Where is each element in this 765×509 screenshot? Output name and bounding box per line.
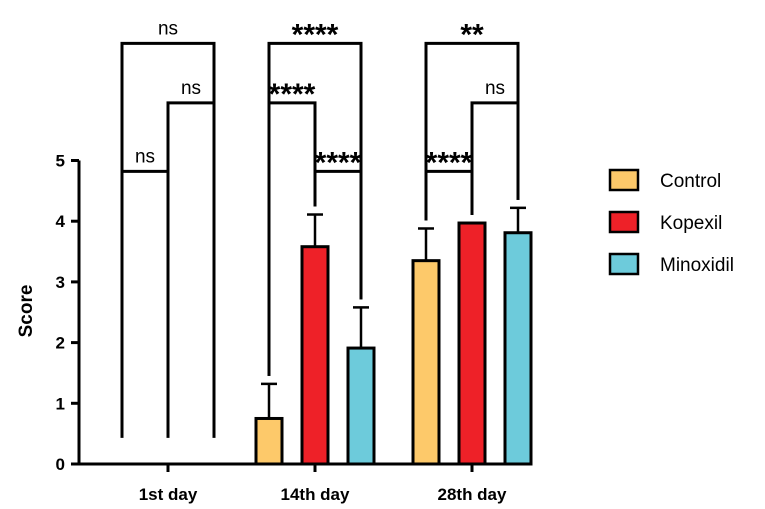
bar	[300, 245, 330, 466]
legend-label: Minoxidil	[660, 255, 734, 276]
y-tick-label: 1	[56, 394, 65, 413]
legend-swatch	[608, 210, 640, 234]
bar	[411, 259, 441, 466]
significance-bracket	[267, 41, 363, 376]
legend-swatch	[608, 252, 640, 276]
y-tick-label: 0	[56, 455, 65, 474]
x-tick-label: 28th day	[438, 485, 508, 504]
x-axis-categories: 1st day 14th day 28th day	[139, 464, 507, 504]
significance-bracket	[120, 169, 170, 438]
bar	[503, 231, 533, 466]
x-tick-label: 14th day	[281, 485, 351, 504]
y-tick-label: 3	[56, 273, 65, 292]
bar	[457, 221, 487, 466]
significance-bracket	[166, 101, 216, 438]
bar	[254, 416, 284, 466]
significance-label: ns	[135, 146, 155, 167]
significance-label: ****	[426, 146, 473, 179]
significance-bracket	[120, 41, 216, 438]
axes: 0 1 2 3 4 5	[56, 152, 527, 474]
significance-label: ****	[315, 146, 362, 179]
y-tick-label: 5	[56, 152, 65, 171]
legend-label: Kopexil	[660, 213, 722, 234]
legend-label: Control	[660, 171, 721, 192]
significance-brackets: ns ns ns **** **** **** **** ns **	[120, 18, 520, 438]
significance-label: **	[460, 18, 484, 51]
significance-bracket	[424, 41, 520, 221]
bars	[254, 221, 533, 466]
significance-label: ns	[181, 78, 201, 99]
legend: Control Kopexil Minoxidil	[608, 168, 734, 276]
significance-label: ****	[292, 18, 339, 51]
y-axis-label: Score	[16, 285, 37, 338]
error-bars	[261, 206, 526, 419]
significance-label: ****	[269, 78, 316, 111]
bar	[346, 346, 376, 466]
y-tick-label: 2	[56, 334, 65, 353]
significance-label: ns	[158, 18, 178, 39]
legend-swatch	[608, 168, 640, 192]
y-tick-label: 4	[56, 212, 66, 231]
significance-label: ns	[485, 78, 505, 99]
x-tick-label: 1st day	[139, 485, 198, 504]
significance-bracket	[470, 101, 520, 216]
